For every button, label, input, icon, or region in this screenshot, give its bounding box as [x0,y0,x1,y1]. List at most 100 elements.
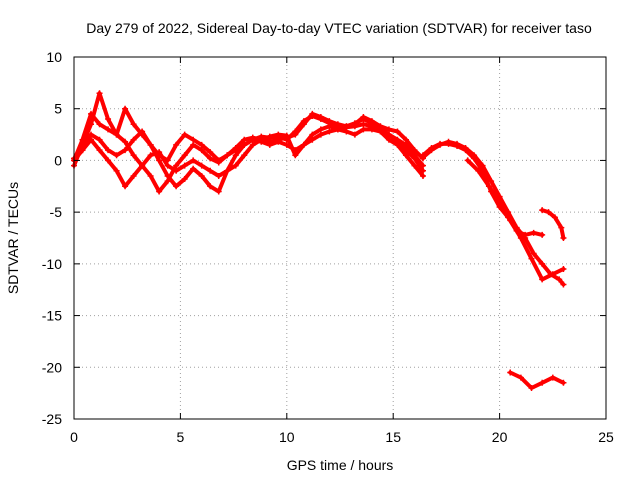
data-point [539,379,546,386]
data-point [215,157,222,164]
data-point [198,147,205,154]
data-point [147,172,154,179]
data-point [130,136,137,143]
data-point [530,250,537,257]
data-point [96,147,103,154]
data-point [419,162,426,169]
data-point [549,271,556,278]
data-point [96,136,103,143]
data-point [173,167,180,174]
data-point [275,131,282,138]
data-point [385,136,392,143]
data-point [139,162,146,169]
series-track-8 [539,207,567,241]
series-layer [71,90,567,391]
x-tick-label: 10 [279,429,295,445]
data-point [207,155,214,162]
data-point [351,123,358,130]
data-point [530,229,537,236]
data-point [292,152,299,159]
y-tick-label: -25 [42,411,62,427]
data-point [560,379,567,386]
y-tick-label: -10 [42,256,62,272]
data-point [317,131,324,138]
data-point [156,157,163,164]
data-point [445,140,452,147]
data-point [334,126,341,133]
series-line [465,158,566,282]
data-point [402,152,409,159]
data-point [411,162,418,169]
x-tick-label: 15 [385,429,401,445]
data-point [560,281,567,288]
data-point [190,136,197,143]
data-point [309,131,316,138]
data-point [122,147,129,154]
data-point [156,149,163,156]
data-point [539,260,546,267]
data-point [377,128,384,135]
data-point [249,141,256,148]
series-line [508,370,566,390]
data-point [215,188,222,195]
data-point [190,157,197,164]
data-point [471,155,478,162]
y-tick-label: -20 [42,359,62,375]
data-point [122,138,129,145]
data-point [539,207,546,214]
data-point [122,183,129,190]
data-point [241,136,248,143]
data-point [343,128,350,135]
data-point [198,141,205,148]
data-point [190,165,197,172]
data-point [130,121,137,128]
axis-ticks [73,56,607,420]
data-point [462,147,469,154]
data-point [419,152,426,159]
data-point [79,147,86,154]
data-point [181,152,188,159]
data-point [560,266,567,273]
data-point [419,172,426,179]
series-track-9 [507,369,567,391]
data-point [326,128,333,135]
data-point [368,126,375,133]
data-point [488,178,495,185]
data-point [317,116,324,123]
data-point [539,231,546,238]
data-point [173,162,180,169]
data-point [300,118,307,125]
data-point [181,176,188,183]
data-point [454,142,461,149]
data-point [402,141,409,148]
data-point [105,116,112,123]
data-point [147,141,154,148]
data-point [181,162,188,169]
data-point [258,136,265,143]
data-point [300,141,307,148]
data-point [232,162,239,169]
series-track-7 [464,157,567,283]
data-point [249,136,256,143]
data-point [507,217,514,224]
data-point [394,141,401,148]
x-tick-label: 5 [177,429,185,445]
y-tick-label: 5 [54,101,62,117]
x-tick-label: 20 [492,429,508,445]
data-point [79,136,86,143]
axis-tick-labels: 0 5 10 15 20 25 -25 -20 -15 -10 -5 0 5 10 [42,49,614,445]
data-point [105,126,112,133]
data-point [549,374,556,381]
data-point [360,113,367,120]
data-point [147,152,154,159]
data-point [558,224,565,231]
data-point [164,162,171,169]
data-point [309,112,316,119]
data-point [241,141,248,148]
data-point [385,131,392,138]
data-point [551,214,558,221]
plot-frame [73,56,607,420]
data-point [96,121,103,128]
